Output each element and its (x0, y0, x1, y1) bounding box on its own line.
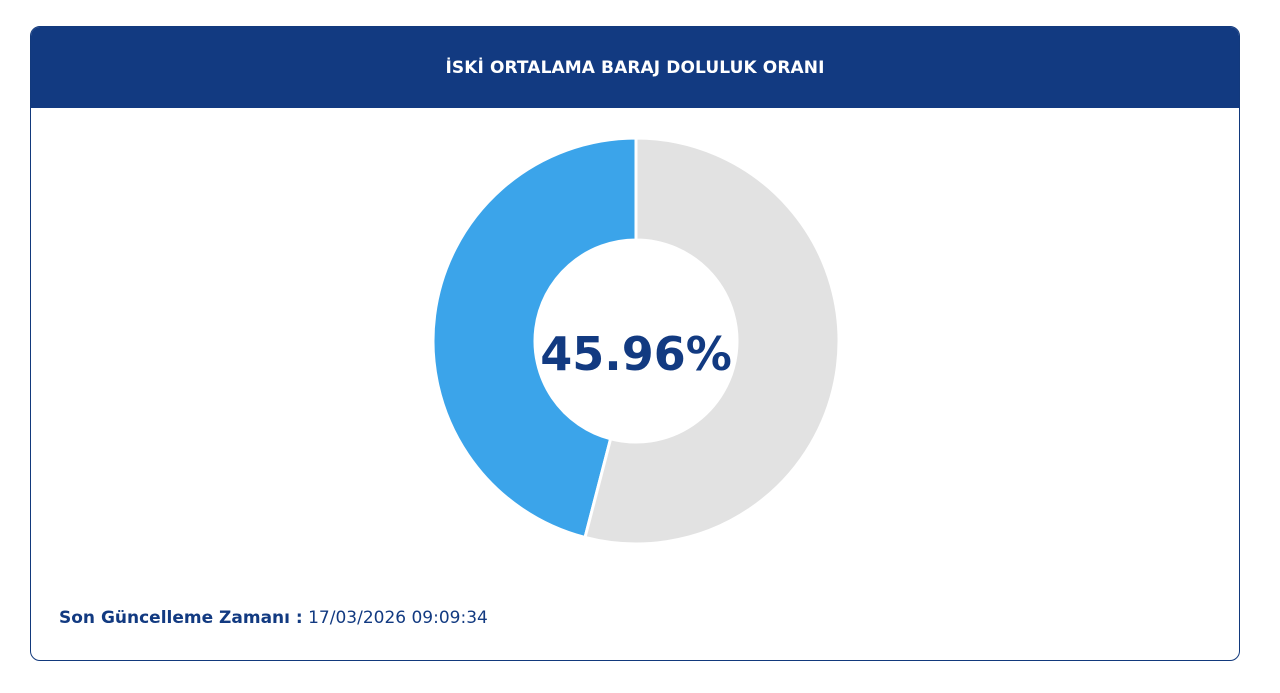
card-header: İSKİ ORTALAMA BARAJ DOLULUK ORANI (31, 27, 1239, 108)
donut-chart-svg: 45.96% (431, 136, 841, 546)
center-percentage-label: 45.96% (540, 327, 732, 381)
empty-slice[interactable] (583, 136, 841, 546)
last-update-label: Son Güncelleme Zamanı : (59, 608, 303, 628)
last-update: Son Güncelleme Zamanı : 17/03/2026 09:09… (59, 608, 488, 628)
dam-occupancy-card: İSKİ ORTALAMA BARAJ DOLULUK ORANI 45.96%… (30, 26, 1240, 661)
donut-chart: 45.96% (31, 108, 1239, 578)
filled-slice[interactable] (431, 136, 638, 540)
last-update-value: 17/03/2026 09:09:34 (308, 608, 488, 628)
card-title: İSKİ ORTALAMA BARAJ DOLULUK ORANI (445, 57, 825, 78)
